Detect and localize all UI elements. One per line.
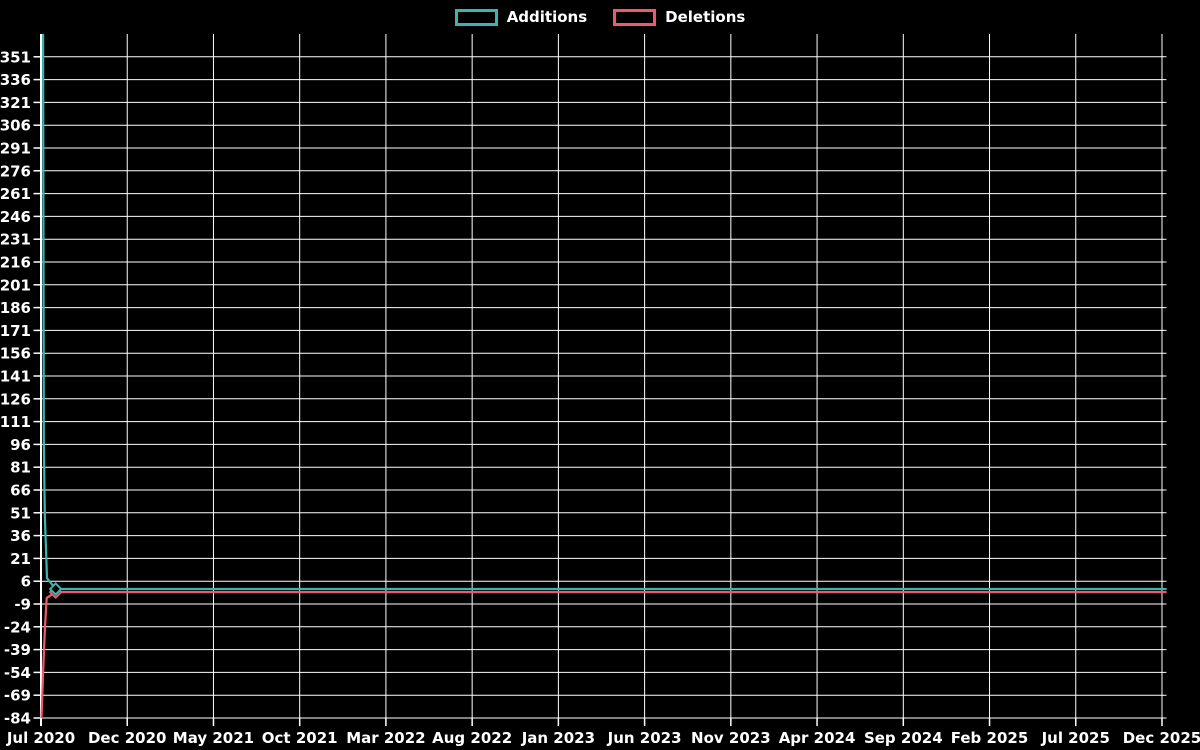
x-tick-label: Sep 2024 xyxy=(864,729,943,747)
legend-label-additions: Additions xyxy=(506,8,588,26)
x-tick-label: Dec 2025 xyxy=(1123,729,1200,747)
y-tick-label: 276 xyxy=(0,162,31,180)
y-tick-label: 351 xyxy=(0,48,31,66)
x-tick-label: Jul 2025 xyxy=(1041,729,1110,747)
x-tick-label: Feb 2025 xyxy=(951,729,1029,747)
y-tick-label: 111 xyxy=(0,413,31,431)
x-tick-label: Apr 2024 xyxy=(779,729,856,747)
x-tick-label: Jan 2023 xyxy=(521,729,595,747)
y-tick-label: 21 xyxy=(10,550,31,568)
legend-label-deletions: Deletions xyxy=(665,8,746,26)
y-tick-label: 246 xyxy=(0,208,31,226)
y-tick-label: -9 xyxy=(14,596,31,614)
y-tick-label: 141 xyxy=(0,368,31,386)
y-tick-label: 261 xyxy=(0,185,31,203)
deletions-swatch-icon xyxy=(613,9,657,26)
x-tick-label: Jul 2020 xyxy=(6,729,75,747)
x-tick-label: Jun 2023 xyxy=(607,729,682,747)
y-tick-label: 291 xyxy=(0,140,31,158)
x-tick-label: Nov 2023 xyxy=(691,729,771,747)
y-tick-label: -84 xyxy=(4,710,31,728)
y-tick-label: 6 xyxy=(21,573,31,591)
y-tick-label: 96 xyxy=(10,436,31,454)
y-tick-label: 66 xyxy=(10,482,31,500)
deletions-line xyxy=(40,590,1167,719)
x-tick-label: Dec 2020 xyxy=(88,729,167,747)
y-tick-label: 336 xyxy=(0,71,31,89)
legend-item-additions[interactable]: Additions xyxy=(454,8,588,26)
additions-line xyxy=(42,33,1167,591)
additions-marker-icon xyxy=(48,582,63,596)
y-tick-label: 321 xyxy=(0,94,31,112)
additions-swatch-icon xyxy=(454,9,498,26)
y-tick-label: 36 xyxy=(10,527,31,545)
x-tick-label: Mar 2022 xyxy=(346,729,425,747)
y-tick-label: 231 xyxy=(0,231,31,249)
y-tick-label: 81 xyxy=(10,459,31,477)
y-tick-label: -24 xyxy=(4,618,31,636)
y-tick-label: 126 xyxy=(0,390,31,408)
chart-legend: Additions Deletions xyxy=(0,9,1200,26)
x-tick-label: Oct 2021 xyxy=(262,729,338,747)
y-tick-label: -39 xyxy=(4,641,31,659)
y-tick-label: -69 xyxy=(4,687,31,705)
x-tick-label: Aug 2022 xyxy=(432,729,512,747)
y-tick-label: 216 xyxy=(0,254,31,272)
y-tick-label: 186 xyxy=(0,299,31,317)
y-tick-label: 51 xyxy=(10,504,31,522)
y-tick-label: 201 xyxy=(0,276,31,294)
y-tick-label: -54 xyxy=(4,664,31,682)
legend-item-deletions[interactable]: Deletions xyxy=(613,9,745,26)
x-tick-label: May 2021 xyxy=(173,729,254,747)
y-tick-label: 156 xyxy=(0,345,31,363)
y-tick-label: 171 xyxy=(0,322,31,340)
y-tick-label: 306 xyxy=(0,117,31,135)
